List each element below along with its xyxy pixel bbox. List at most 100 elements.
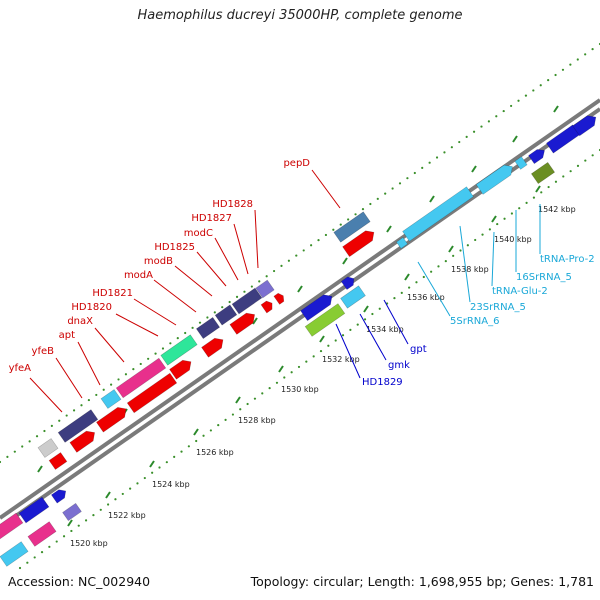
feature-cds[interactable] <box>57 409 99 443</box>
track-dot <box>198 321 202 324</box>
callout-line <box>383 299 409 345</box>
minor-tick <box>297 285 303 293</box>
track-dot <box>139 362 142 366</box>
track-dot <box>187 445 190 448</box>
feature-cds[interactable] <box>231 287 263 315</box>
track-dot <box>430 270 433 273</box>
track-dot <box>540 191 543 194</box>
track-dot <box>28 440 31 443</box>
feature-cds[interactable] <box>260 299 275 314</box>
feature-cds[interactable] <box>62 502 82 522</box>
track-dot <box>354 213 357 216</box>
feature-cds[interactable] <box>340 274 357 290</box>
gene-label: HD1829 <box>362 377 403 388</box>
feature-cds[interactable] <box>300 291 336 322</box>
track-dot <box>312 355 315 358</box>
feature-trna[interactable] <box>530 161 556 185</box>
track-dot <box>169 342 172 345</box>
feature-rrna[interactable] <box>340 285 366 309</box>
feature-rrna[interactable] <box>402 186 474 242</box>
feature-rrna[interactable] <box>0 541 29 567</box>
gene-label: modA <box>124 270 153 281</box>
feature-cds[interactable] <box>50 487 68 504</box>
feature-pink[interactable] <box>27 521 57 547</box>
track-dot <box>584 53 587 56</box>
feature-cds[interactable] <box>255 279 275 299</box>
feature-cds[interactable] <box>201 335 227 358</box>
feature-cds[interactable] <box>546 124 580 154</box>
track-dot <box>472 130 476 133</box>
track-dot <box>332 228 335 231</box>
feature-cds[interactable] <box>195 316 221 340</box>
callout-line <box>491 231 495 287</box>
scale-tick <box>363 305 369 313</box>
track-dot <box>465 135 468 138</box>
feature-cds[interactable] <box>69 428 98 453</box>
tick-label: 1540 kbp <box>494 235 532 244</box>
track-dot <box>349 328 352 331</box>
track-dot <box>503 217 506 220</box>
feature-pink[interactable] <box>115 357 167 399</box>
feature-cds[interactable] <box>96 404 129 433</box>
feature-cds[interactable] <box>18 496 50 524</box>
feature-cds[interactable] <box>528 146 548 165</box>
track-dot <box>408 286 411 289</box>
track-dot <box>554 180 558 183</box>
callout-line <box>214 237 239 281</box>
outer-dotted-track <box>0 42 600 464</box>
tick-label: 1536 kbp <box>407 293 445 302</box>
track-dot <box>191 326 194 329</box>
track-dot <box>21 445 24 448</box>
feature-cds[interactable] <box>333 211 371 243</box>
feature-cds[interactable] <box>229 310 258 335</box>
genome-map[interactable]: 1520 kbp 1522 kbp 1524 kbp 1526 kbp 1528 kbp… <box>0 0 600 570</box>
feature-cds[interactable] <box>273 292 286 305</box>
feature-track[interactable] <box>0 112 600 567</box>
track-dot <box>347 218 350 221</box>
scale-tick <box>193 428 199 436</box>
callout-line <box>459 225 471 303</box>
track-dot <box>250 285 253 288</box>
track-dot <box>213 311 216 314</box>
track-dot <box>132 368 135 371</box>
track-dot <box>525 201 528 205</box>
feature-trna[interactable] <box>396 237 408 249</box>
track-dot <box>327 344 330 347</box>
track-dot <box>310 244 313 247</box>
track-dot <box>272 269 276 273</box>
track-dot <box>258 280 261 283</box>
minor-tick <box>252 317 258 325</box>
feature-pink[interactable] <box>0 512 24 540</box>
track-dot <box>391 187 394 190</box>
scale-tick <box>149 460 155 468</box>
track-dot <box>176 337 179 340</box>
track-dot <box>99 508 102 511</box>
track-dot <box>562 175 565 178</box>
track-dot <box>243 290 246 293</box>
scale-tick <box>448 245 454 253</box>
feature-rrna[interactable] <box>475 162 516 195</box>
gene-label: tRNA-Pro-2 <box>540 254 595 265</box>
track-dot <box>143 476 146 480</box>
feature-grey[interactable] <box>37 438 59 458</box>
feature-cds[interactable] <box>572 112 600 137</box>
feature-cds[interactable] <box>214 304 238 326</box>
track-dot <box>517 99 520 102</box>
track-dot <box>206 316 209 319</box>
track-dot <box>70 529 73 533</box>
track-dot <box>26 561 29 564</box>
feature-teal[interactable] <box>160 334 198 366</box>
track-dot <box>147 357 150 360</box>
feature-cds[interactable] <box>48 452 68 470</box>
feature-lime[interactable] <box>304 303 346 337</box>
feature-cds[interactable] <box>169 357 195 380</box>
track-dot <box>209 429 212 432</box>
feature-cds[interactable] <box>342 227 378 258</box>
feature-rrna[interactable] <box>100 389 122 409</box>
gene-label: gmk <box>388 360 410 371</box>
track-dot <box>428 161 431 164</box>
feature-cds[interactable] <box>126 372 178 414</box>
track-dot <box>302 249 305 252</box>
feature-trna[interactable] <box>514 156 528 170</box>
track-dot <box>151 471 154 474</box>
